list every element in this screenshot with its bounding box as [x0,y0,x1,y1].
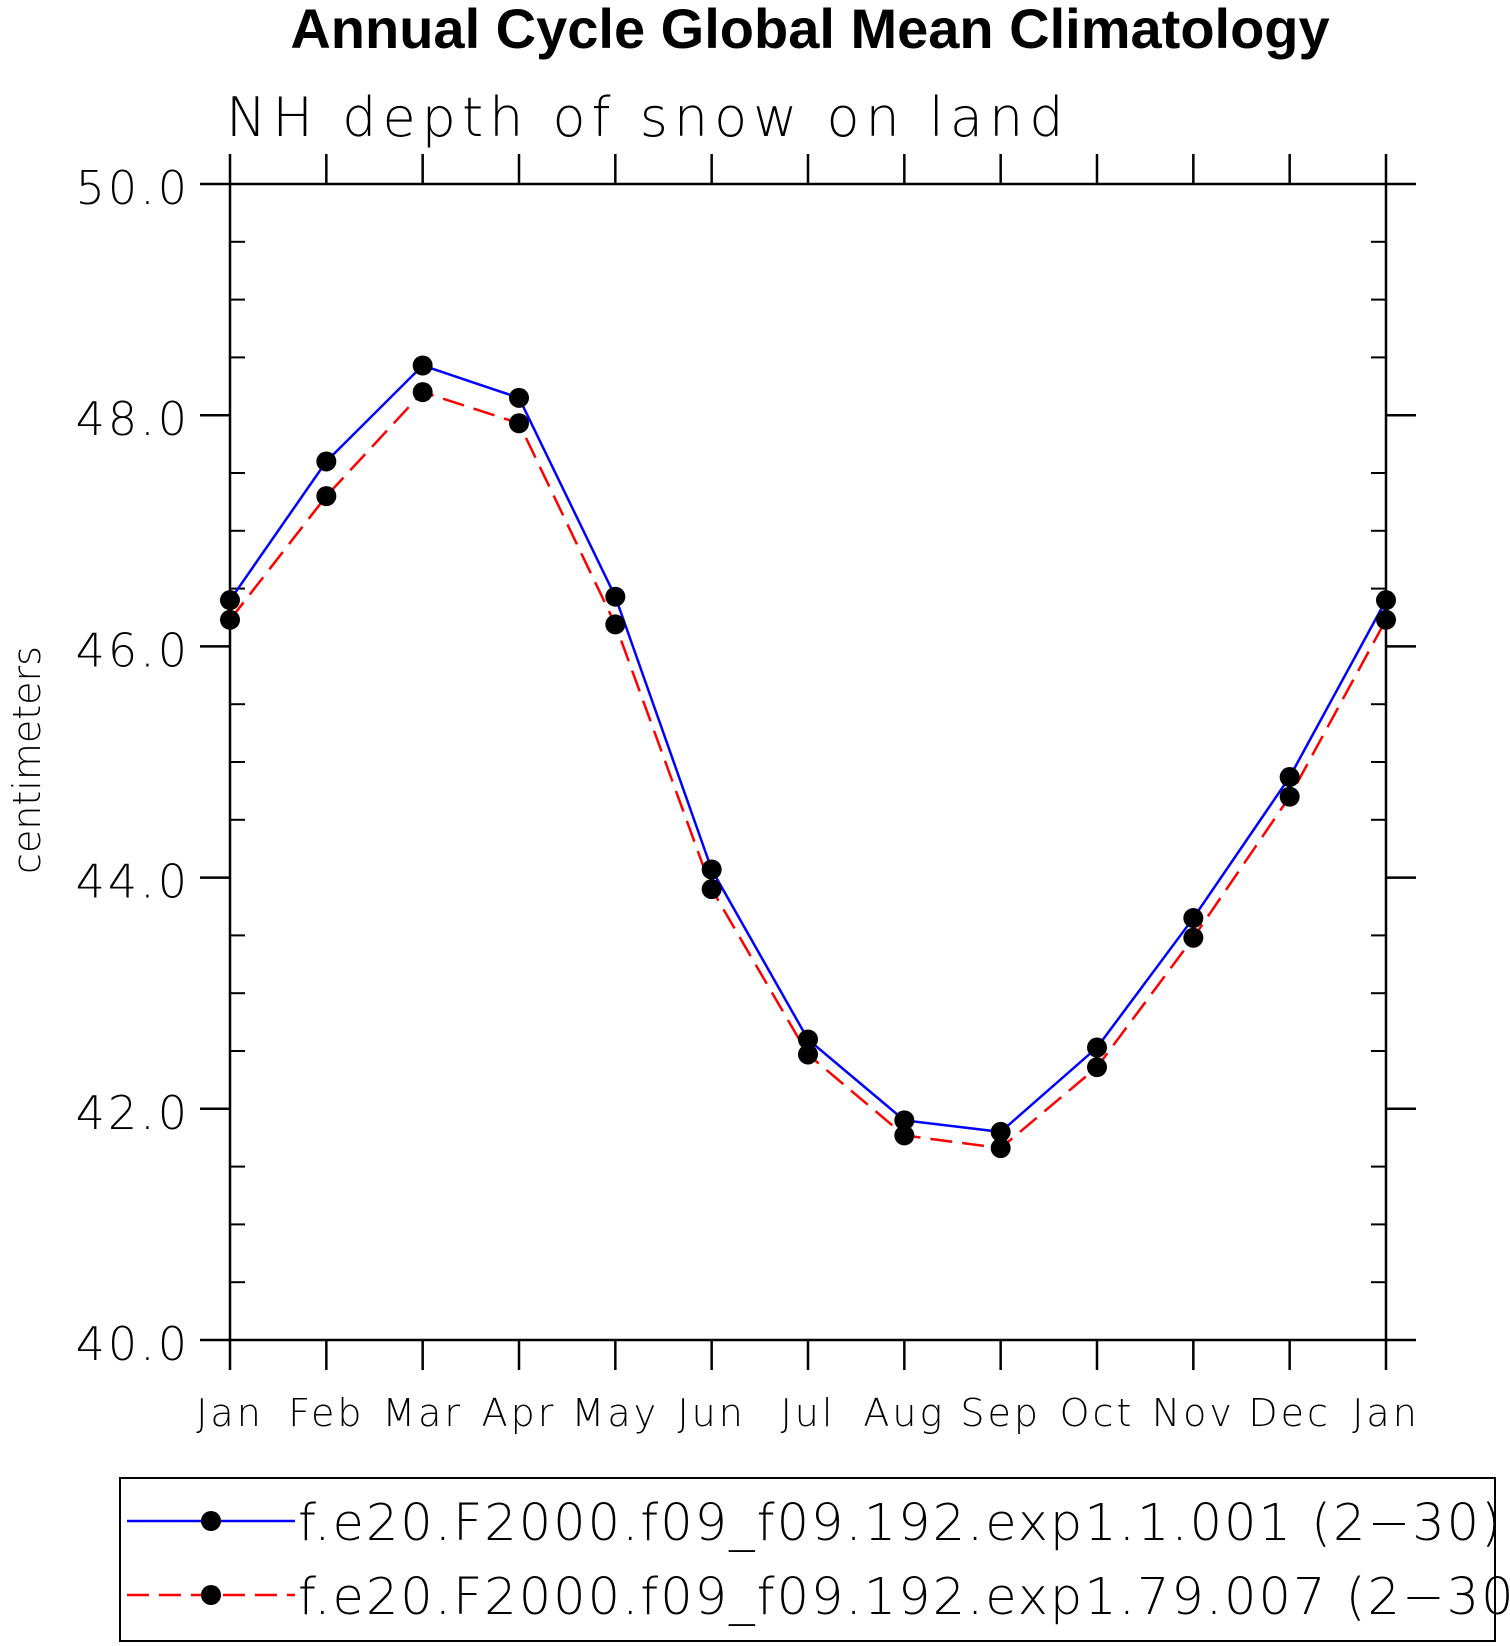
series-layer [220,355,1396,1159]
series-2-point [1183,927,1204,948]
y-tick-label: 50.0 [76,161,190,215]
series-1-point [605,586,626,607]
x-tick-label: May [572,1391,660,1435]
legend-marker-2 [201,1585,221,1605]
series-1-point [1376,590,1396,611]
x-tick-label: Apr [482,1391,557,1435]
series-2-point [701,879,722,900]
legend-label-2: f.e20.F2000.f09_f09.192.exp1.79.007 (2−3… [298,1568,1510,1627]
series-1-point [1087,1037,1107,1058]
y-tick-label: 46.0 [76,623,190,677]
x-tick-label: Oct [1060,1391,1135,1435]
series-2-point [1087,1057,1107,1078]
x-tick-label: Jun [677,1391,745,1435]
x-tick-label: Dec [1248,1391,1331,1435]
chart-subtitle: NH depth of snow on land [226,86,1069,149]
series-1-point [1183,908,1204,929]
series-2-point [1279,786,1300,807]
x-tick-label: Nov [1152,1391,1235,1435]
series-2-point [509,413,529,434]
x-tick-label: Jan [1352,1391,1420,1435]
series-1-point [316,451,337,472]
x-tick-label: Aug [863,1391,945,1435]
series-1-point [220,590,240,611]
series-1-point [1279,767,1300,788]
series-2-point [990,1138,1011,1159]
series-1-point [990,1121,1011,1142]
series-2-point [1376,609,1396,630]
y-tick-label: 42.0 [76,1086,190,1140]
legend-marker-1 [201,1511,221,1531]
axes: Jan Feb Mar Apr May Jun Jul Aug Sep Oct Nov Dec Jan4… [76,154,1420,1435]
series-1-point [509,387,529,408]
series-1-point [894,1110,915,1131]
x-tick-label: Jan [196,1391,264,1435]
y-tick-label: 44.0 [76,855,190,909]
x-tick-label: Mar [382,1391,463,1435]
x-tick-label: Jul [781,1391,836,1435]
series-1-point [412,355,433,376]
y-axis-label: centimeters [5,646,49,874]
legend-label-1: f.e20.F2000.f09_f09.192.exp1.1.001 (2−30… [298,1494,1503,1553]
series-2-point [894,1125,915,1146]
series-2-point [316,486,337,507]
series-line-1 [228,364,1388,1134]
series-2-point [798,1044,818,1065]
series-1-point [798,1029,818,1050]
legend: f.e20.F2000.f09_f09.192.exp1.1.001 (2−30… [119,1477,1510,1642]
plot-frame [228,182,1388,1342]
x-tick-label: Feb [288,1391,364,1435]
series-2-point [412,382,433,403]
series-1-point [701,859,722,880]
x-tick-label: Sep [960,1391,1041,1435]
y-tick-label: 48.0 [76,392,190,446]
series-2-point [605,614,626,635]
y-tick-label: 40.0 [76,1317,190,1371]
series-2-point [220,609,240,630]
legend-box [119,1477,1496,1642]
chart-title: Annual Cycle Global Mean Climatology [290,0,1329,60]
